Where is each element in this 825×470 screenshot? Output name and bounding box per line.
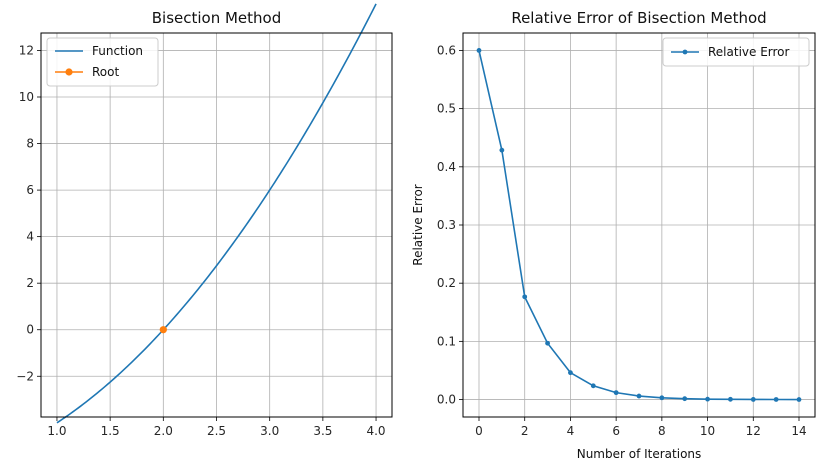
grid bbox=[463, 33, 815, 417]
legend-label-relative-error: Relative Error bbox=[708, 45, 790, 59]
legend-box bbox=[662, 37, 810, 67]
data-point-relative-error bbox=[796, 397, 802, 402]
data-point-relative-error bbox=[659, 395, 665, 401]
y-tick-label: 0.5 bbox=[437, 102, 456, 116]
axes-frame bbox=[40, 32, 393, 418]
x-tick-label: 3.5 bbox=[313, 424, 332, 438]
y-tick-label: 0.0 bbox=[437, 393, 456, 407]
y-tick-label: −2 bbox=[16, 369, 34, 383]
x-axis-ticks: 0 2 4 6 8 10 12 14 bbox=[475, 417, 807, 438]
y-axis-ticks: −2 0 2 4 6 8 10 12 bbox=[16, 43, 41, 383]
plot-area bbox=[56, 3, 377, 424]
axes-frame bbox=[462, 32, 816, 418]
x-axis-label: Number of Iterations bbox=[577, 447, 702, 461]
relative-error-chart: Relative Error of Bisection Method 0 2 4 6 8… bbox=[411, 9, 816, 461]
y-tick-label: 8 bbox=[26, 137, 34, 151]
y-tick-label: 2 bbox=[26, 276, 34, 290]
y-tick-label: 0.6 bbox=[437, 43, 456, 57]
legend-marker-relative-error bbox=[682, 49, 688, 55]
legend-marker-root bbox=[65, 68, 73, 76]
x-axis-ticks: 1.0 1.5 2.0 2.5 3.0 3.5 4.0 bbox=[47, 417, 386, 438]
data-point-relative-error bbox=[499, 147, 505, 153]
y-tick-label: 6 bbox=[26, 183, 34, 197]
x-tick-label: 1.0 bbox=[47, 424, 66, 438]
data-point-relative-error bbox=[682, 396, 688, 402]
legend-label-root: Root bbox=[92, 65, 119, 79]
data-point-relative-error bbox=[773, 397, 779, 402]
plot-area bbox=[476, 48, 802, 402]
data-point-relative-error bbox=[636, 393, 642, 399]
legend: Relative Error bbox=[662, 37, 810, 67]
y-tick-label: 0 bbox=[26, 323, 34, 337]
bisection-chart: Bisection Method 1.0 1.5 2.0 2.5 3.0 3.5 4.0 −… bbox=[16, 3, 393, 438]
data-point-root bbox=[159, 326, 167, 334]
x-tick-label: 1.5 bbox=[101, 424, 120, 438]
x-tick-label: 0 bbox=[475, 424, 483, 438]
x-tick-label: 12 bbox=[746, 424, 761, 438]
y-tick-label: 4 bbox=[26, 230, 34, 244]
x-tick-label: 2.0 bbox=[154, 424, 173, 438]
legend-label-function: Function bbox=[92, 44, 143, 58]
y-axis-ticks: 0.0 0.1 0.2 0.3 0.4 0.5 0.6 bbox=[437, 43, 463, 407]
y-axis-label: Relative Error bbox=[411, 184, 425, 266]
chart-title: Bisection Method bbox=[152, 9, 282, 27]
x-tick-label: 14 bbox=[791, 424, 806, 438]
grid bbox=[41, 33, 392, 417]
x-tick-label: 10 bbox=[700, 424, 715, 438]
y-tick-label: 12 bbox=[19, 43, 34, 57]
x-tick-label: 2 bbox=[521, 424, 529, 438]
legend-box bbox=[46, 37, 159, 87]
y-tick-label: 0.3 bbox=[437, 218, 456, 232]
x-tick-label: 4.0 bbox=[366, 424, 385, 438]
data-point-relative-error bbox=[568, 370, 573, 376]
data-point-relative-error bbox=[476, 48, 482, 53]
y-tick-label: 0.2 bbox=[437, 276, 456, 290]
y-tick-label: 0.4 bbox=[437, 160, 456, 174]
data-point-relative-error bbox=[613, 390, 619, 396]
x-tick-label: 6 bbox=[612, 424, 620, 438]
data-point-relative-error bbox=[750, 397, 756, 402]
x-tick-label: 3.0 bbox=[260, 424, 279, 438]
data-point-relative-error bbox=[545, 340, 550, 346]
x-tick-label: 4 bbox=[567, 424, 575, 438]
series-line-function bbox=[56, 3, 377, 424]
data-point-relative-error bbox=[522, 294, 528, 300]
legend: Function Root bbox=[46, 37, 159, 87]
x-tick-label: 2.5 bbox=[207, 424, 226, 438]
data-point-relative-error bbox=[728, 396, 733, 402]
data-point-relative-error bbox=[705, 396, 710, 402]
y-tick-label: 0.1 bbox=[437, 334, 456, 348]
data-point-relative-error bbox=[590, 383, 596, 389]
y-tick-label: 10 bbox=[19, 90, 34, 104]
x-tick-label: 8 bbox=[658, 424, 666, 438]
chart-title: Relative Error of Bisection Method bbox=[511, 9, 766, 27]
